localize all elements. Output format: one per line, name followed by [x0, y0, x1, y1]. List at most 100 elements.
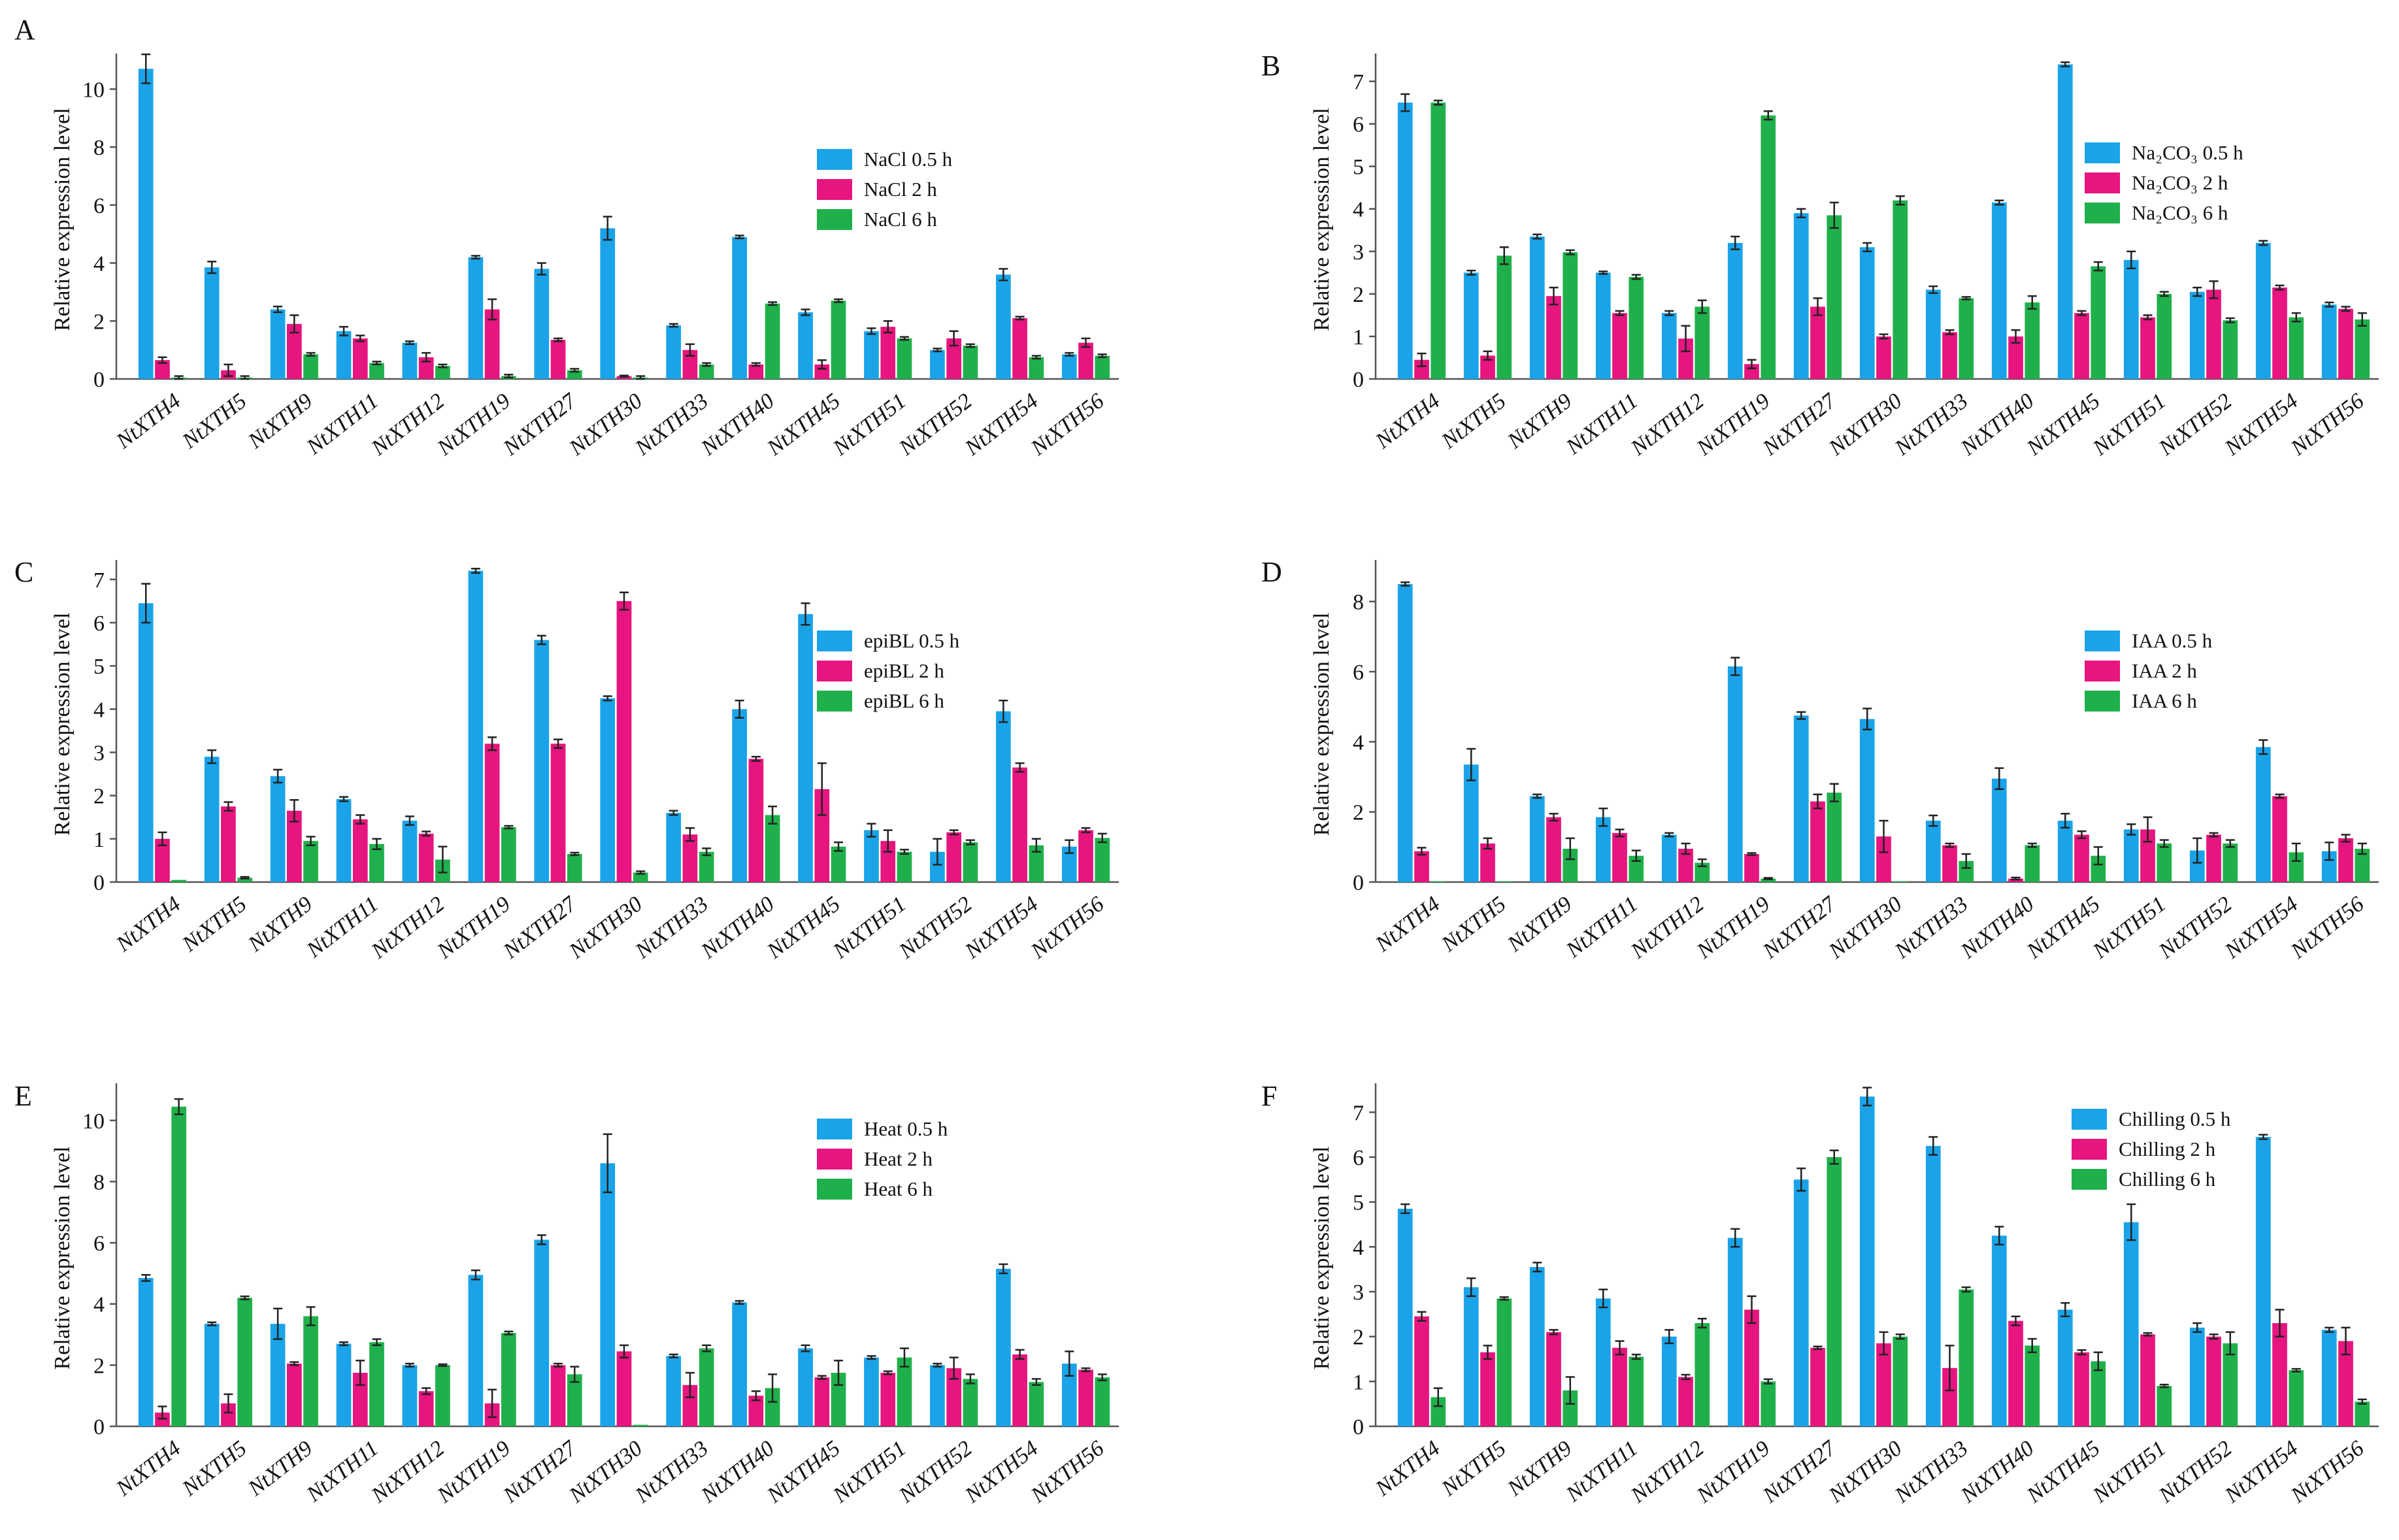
bar — [1925, 821, 1941, 882]
category-label: NtXTH27 — [499, 1435, 582, 1508]
category-label: NtXTH54 — [960, 892, 1042, 964]
bar — [1793, 213, 1809, 379]
bar — [1678, 1377, 1693, 1426]
bar — [2025, 845, 2040, 882]
legend-label: IAA 0.5 h — [2132, 629, 2213, 652]
bar — [1678, 338, 1693, 379]
bar — [221, 1403, 236, 1426]
category-label: NtXTH33 — [631, 1436, 713, 1508]
bar — [2140, 829, 2155, 882]
bar — [2157, 843, 2172, 882]
category-label: NtXTH40 — [1956, 389, 2038, 461]
category-label: NtXTH52 — [2154, 389, 2236, 461]
bar — [897, 1357, 912, 1426]
bar — [798, 1348, 813, 1426]
bar — [600, 698, 616, 882]
bar — [2355, 849, 2370, 882]
bar — [303, 1316, 318, 1426]
bar — [2338, 1341, 2353, 1426]
category-label: NtXTH51 — [828, 892, 910, 964]
bar — [1463, 764, 1479, 882]
y-tick-label: 5 — [1353, 156, 1364, 180]
panel-b: B 0 1 2 3 4 5 6 7 Relative expression level NtXTH4… — [1261, 50, 2379, 461]
bar — [1810, 306, 1825, 379]
category-label: NtXTH19 — [433, 389, 515, 461]
bar — [2008, 1320, 2023, 1426]
bar — [1893, 1336, 1908, 1426]
bar — [1078, 830, 1093, 882]
y-tick-label: 4 — [93, 252, 105, 276]
bar — [996, 711, 1011, 882]
bar — [1793, 1179, 1809, 1426]
bar — [352, 338, 368, 379]
bar — [402, 821, 418, 882]
bar — [550, 340, 566, 379]
bar — [2355, 1401, 2370, 1426]
bar — [1529, 237, 1545, 379]
bar — [1061, 846, 1077, 882]
category-label: NtXTH11 — [302, 389, 383, 459]
bar — [468, 1275, 484, 1426]
bar — [2123, 259, 2139, 379]
category-label: NtXTH12 — [1626, 1436, 1708, 1508]
legend-label: Chilling 2 h — [2119, 1138, 2216, 1160]
bar — [963, 345, 978, 379]
category-label: NtXTH19 — [1692, 389, 1774, 461]
category-label: NtXTH45 — [762, 892, 844, 964]
legend-label: NaCl 2 h — [864, 178, 937, 201]
bar — [1546, 296, 1561, 379]
bar — [435, 366, 450, 379]
legend: NaCl 0.5 h NaCl 2 h NaCl 6 h — [817, 148, 953, 231]
bar — [204, 1324, 220, 1426]
bar — [2355, 319, 2370, 379]
category-label: NtXTH27 — [499, 891, 582, 964]
bar — [2157, 293, 2172, 379]
bar — [732, 709, 747, 882]
bar — [616, 376, 632, 379]
y-tick-label: 4 — [1353, 730, 1364, 755]
category-label: NtXTH12 — [367, 1436, 449, 1508]
bar — [1497, 881, 1512, 882]
legend-label: Heat 2 h — [864, 1147, 933, 1170]
bar — [2272, 1323, 2287, 1426]
y-axis-title: Relative expression level — [50, 1147, 74, 1370]
bar — [897, 338, 912, 379]
bar — [155, 838, 170, 882]
bar — [1893, 200, 1908, 379]
y-tick-label: 6 — [93, 1232, 105, 1256]
bar — [2091, 855, 2106, 882]
bar — [1859, 247, 1875, 379]
bar — [1029, 1382, 1044, 1426]
bar — [1012, 767, 1027, 882]
bar — [2123, 1222, 2139, 1426]
y-tick-label: 1 — [93, 828, 105, 852]
bar — [468, 570, 484, 882]
bar — [1695, 1323, 1710, 1426]
bar — [286, 810, 302, 882]
category-label: NtXTH54 — [2220, 1436, 2302, 1508]
bar — [1695, 306, 1710, 379]
bar — [2025, 1345, 2040, 1426]
bar — [1012, 318, 1027, 379]
bar — [2321, 304, 2337, 379]
bar — [418, 1391, 434, 1426]
bar — [402, 1365, 418, 1426]
y-tick-label: 6 — [93, 194, 105, 218]
category-label: NtXTH33 — [1890, 1436, 1972, 1508]
bar — [880, 1373, 896, 1426]
bar — [1661, 1336, 1677, 1426]
legend-swatch — [817, 149, 852, 170]
bar — [2272, 287, 2287, 379]
bar — [633, 1424, 648, 1426]
bar — [1612, 1347, 1627, 1426]
bar — [2140, 1334, 2155, 1426]
legend-swatch — [2085, 631, 2120, 651]
bar — [814, 789, 830, 882]
bar — [864, 1357, 879, 1426]
bar — [2338, 308, 2353, 379]
bar — [1397, 583, 1413, 882]
bar — [2140, 317, 2155, 379]
category-label: NtXTH4 — [1371, 1436, 1445, 1501]
bar — [501, 1333, 516, 1426]
legend: Na₂CO₃ 0.5 h Na₂CO₃ 2 h Na₂CO₃ 6 h — [2085, 141, 2243, 224]
